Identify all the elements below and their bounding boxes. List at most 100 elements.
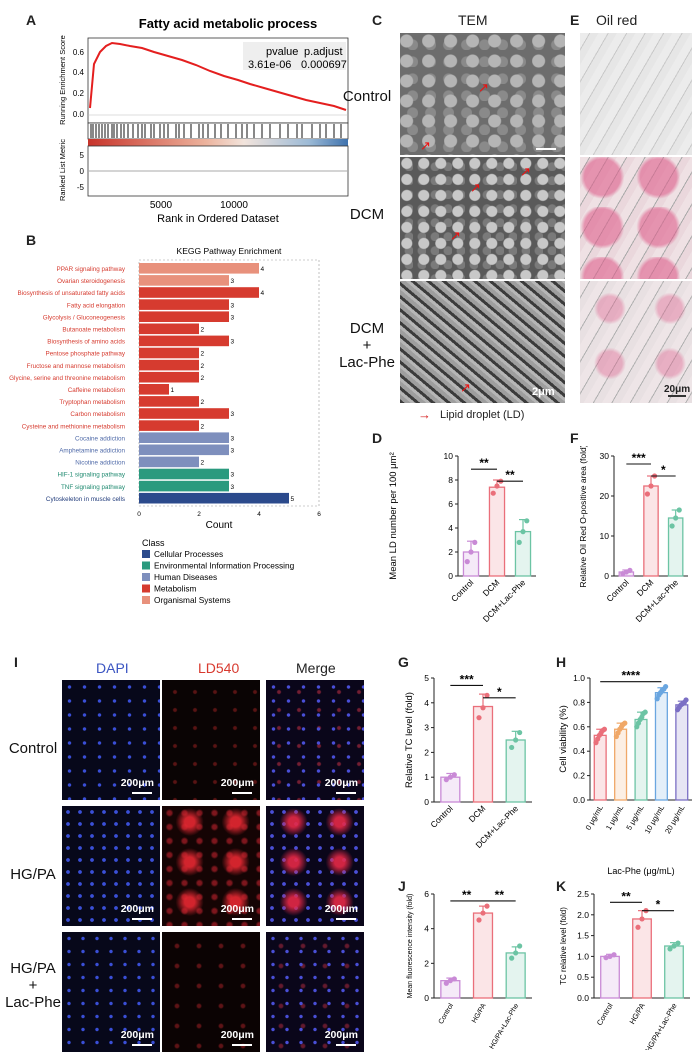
tem-scale-label: 2μm	[532, 386, 555, 398]
y-tick-label: 0	[448, 571, 453, 581]
x-tick-label: HG/PA	[471, 1002, 488, 1024]
tem-row-label-line: +	[362, 337, 372, 354]
x-tick-label: 5 μg/mL	[624, 804, 645, 832]
fluor-scalebar	[232, 1044, 252, 1046]
x-tick-label: DCM	[467, 803, 488, 824]
significance-label: *	[661, 463, 666, 477]
fluor-scalebar	[132, 918, 152, 920]
y-tick-label: 1.0	[577, 951, 589, 961]
fluor-header-dapi: DAPI	[96, 660, 129, 676]
significance-label: **	[621, 889, 631, 903]
gsea-ytick: 5	[80, 151, 85, 160]
fluor-image-hgpa-lacphe-dapi: 200μm	[62, 932, 160, 1052]
kegg-bar	[139, 275, 229, 286]
kegg-legend-swatch	[142, 573, 150, 581]
y-tick-label: 0.2	[573, 771, 585, 781]
tem-row-label-dcm: DCM	[349, 206, 385, 223]
bar	[664, 945, 684, 999]
kegg-value-label: 2	[201, 399, 205, 406]
kegg-legend-label: Organismal Systems	[154, 595, 231, 605]
gsea-xtick: 10000	[220, 200, 248, 211]
kegg-xtick: 2	[197, 511, 201, 518]
ld-arrow-icon: ↗	[478, 80, 489, 95]
gsea-plot: Fatty acid metabolic process pvalue p.ad…	[58, 16, 349, 225]
fluor-image-control-ld540: 200μm	[162, 680, 260, 800]
data-point	[509, 955, 515, 961]
panel-letter-a: A	[26, 12, 37, 28]
kegg-bar	[139, 384, 169, 395]
kegg-value-label: 3	[231, 472, 235, 479]
data-point	[443, 777, 449, 783]
bar	[488, 486, 506, 577]
fluor-scalebar	[336, 1044, 356, 1046]
y-axis-label: Relative Oil Red O-positive area (fold)	[578, 446, 588, 588]
kegg-legend-swatch	[142, 550, 150, 558]
panel-letter-f: F	[570, 430, 579, 446]
panel-letter-c: C	[372, 12, 383, 28]
kegg-category-label: Biosynthesis of unsaturated fatty acids	[18, 290, 125, 297]
kegg-category-label: Butanoate metabolism	[62, 327, 125, 334]
data-point	[607, 953, 613, 959]
bar	[505, 739, 526, 803]
y-tick-label: 0.8	[573, 697, 585, 707]
y-tick-label: 2.5	[577, 889, 589, 899]
y-tick-label: 1	[424, 772, 429, 782]
significance-label: **	[505, 468, 515, 482]
significance-label: ***	[632, 451, 646, 465]
y-axis-label: Cell viability (%)	[558, 705, 569, 773]
bar	[643, 485, 659, 577]
kegg-bar	[139, 287, 259, 298]
kegg-category-label: Fatty acid elongation	[67, 302, 126, 309]
data-point	[663, 683, 669, 690]
panel-letter-b: B	[26, 232, 37, 248]
y-tick-label: 1.0	[573, 673, 585, 683]
fluor-row-label-hgpa-lacphe: HG/PA + Lac-Phe	[4, 960, 62, 1011]
kegg-bar	[139, 396, 199, 407]
data-point	[447, 978, 453, 984]
fluor-image-control-dapi: 200μm	[62, 680, 160, 800]
chart-j: 0 2 4 6 Mean fluorescence intensity (fold) Co…	[407, 888, 532, 1050]
fluor-scale-label: 200μm	[120, 777, 154, 789]
kegg-xlabel: Count	[206, 520, 233, 531]
data-point	[451, 772, 457, 778]
significance-label: *	[656, 898, 661, 912]
bar	[632, 918, 652, 999]
data-point	[635, 924, 641, 930]
fluor-scalebar	[232, 918, 252, 920]
gsea-ytick: 0.0	[73, 110, 85, 119]
gsea-stat-pvalue: 3.61e-06	[248, 59, 291, 71]
y-tick-label: 0	[424, 993, 429, 1003]
fluor-image-hgpa-merge: 200μm	[266, 806, 364, 926]
gsea-stat-padjust: 0.000697	[301, 59, 347, 71]
x-tick-label: Control	[449, 577, 476, 604]
data-point	[443, 980, 449, 986]
y-tick-label: 20	[600, 491, 610, 501]
data-point	[490, 490, 496, 496]
kegg-bar	[139, 408, 229, 419]
kegg-category-label: Amphetamine addiction	[59, 448, 125, 455]
y-tick-label: 4	[448, 523, 453, 533]
gsea-enrichment-curve	[89, 41, 347, 111]
kegg-bar	[139, 299, 229, 310]
fluor-image-hgpa-lacphe-merge: 200μm	[266, 932, 364, 1052]
y-tick-label: 1.5	[577, 931, 589, 941]
kegg-xtick: 0	[137, 511, 141, 518]
panel-letter-h: H	[556, 654, 567, 670]
kegg-category-label: Caffeine metabolism	[68, 387, 125, 394]
bar	[462, 551, 480, 577]
y-tick-label: 0.5	[577, 972, 589, 982]
significance-label: ***	[460, 672, 474, 686]
ld-arrow-icon: ↗	[420, 138, 431, 153]
bar	[634, 718, 648, 801]
tem-row-label-line: DCM	[349, 320, 385, 337]
kegg-category-label: Nicotine addiction	[75, 460, 125, 467]
kegg-value-label: 5	[291, 496, 295, 503]
kegg-category-label: Cysteine and methionine metabolism	[22, 423, 125, 430]
kegg-value-label: 3	[231, 411, 235, 418]
panel-letter-j: J	[398, 878, 406, 894]
significance-label: **	[479, 456, 489, 470]
tem-row-label-dcm-lacphe: DCM + Lac-Phe	[336, 320, 398, 371]
kegg-value-label: 3	[231, 448, 235, 455]
ld-arrow-icon: ↗	[450, 228, 461, 243]
y-tick-label: 10	[600, 531, 610, 541]
